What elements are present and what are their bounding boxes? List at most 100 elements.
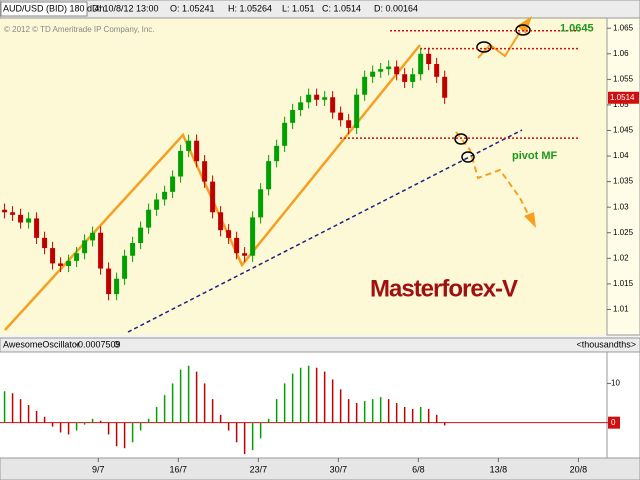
candle-body [90,232,96,241]
candle-body [106,268,112,295]
candle-body [298,102,304,111]
candle-body [186,140,192,151]
candle-body [442,76,448,98]
candle-body [258,189,264,218]
candle-body [242,253,248,256]
arrow-down [455,131,531,219]
annotation: pivot MF [512,150,557,162]
y-tick-label: 1.065 [613,23,634,32]
marker [515,24,531,36]
candle-body [138,227,144,243]
candle-body [346,120,352,128]
candle-body [2,209,8,213]
candle-body [418,53,424,75]
candle-body [266,161,272,190]
candle-body [58,263,64,266]
candle-body [66,260,72,266]
candle-body [290,110,296,123]
candle-body [218,212,224,231]
candle-body [114,278,120,295]
y-tick-label: 0 [611,418,616,427]
marker [461,151,475,163]
time-axis [0,457,640,480]
delta: D: 0.00164 [374,3,418,13]
arrow-head [524,212,536,228]
x-tick-label: 13/8 [490,464,508,474]
candle-body [282,122,288,146]
candle-body [314,94,320,100]
candle-body [410,74,416,82]
symbol: AUD/USD (BID) 180 d 4h [3,3,105,13]
candle-body [122,255,128,279]
candle-body [386,66,392,70]
y-tick-label: 1.06 [613,49,629,58]
candle-body [402,74,408,82]
candle-body [202,161,208,182]
candle-body [162,191,168,200]
osc-current: -0.0007509 [75,339,121,349]
x-tick-label: 16/7 [170,464,188,474]
low: L: 1.051 [282,3,315,13]
header-cell [0,1,88,17]
candle-body [322,97,328,100]
candle-body [26,218,32,223]
y-tick-label: 1.04 [613,151,629,160]
candle-body [274,145,280,162]
candle-body [362,76,368,95]
candle-body [370,71,376,77]
candle-body [330,97,336,113]
high: H: 1.05264 [228,3,272,13]
candle-body [194,140,200,162]
candle-body [82,240,88,254]
candle-body [306,94,312,103]
x-tick-label: 20/8 [570,464,588,474]
candle-body [50,248,56,264]
candle-body [130,242,136,256]
header-bar [0,0,640,19]
support-line [127,129,523,333]
header: AUD/USD (BID) 180 d 4h D: 10/8/12 13:00 … [0,1,418,34]
x-tick-label: 6/8 [412,464,425,474]
candle-body [234,237,240,254]
y-tick-label: 1.035 [613,177,634,186]
price-axis [606,17,640,336]
x-tick-label: 30/7 [330,464,348,474]
level-label: 1.0645 [560,23,594,35]
x-tick-label: 23/7 [250,464,268,474]
x-tick-label: 9/7 [92,464,105,474]
candle-body [74,253,80,261]
candle-body [170,176,176,192]
osc-plot [0,352,607,458]
close: C: 1.0514 [322,3,361,13]
y-tick-label: 1.015 [613,279,634,288]
y-tick-label: 1.03 [613,202,629,211]
price-flag-label: 1.0514 [610,93,635,102]
y-tick-label: 10 [611,379,620,388]
candle-body [34,218,40,238]
candle-body [226,230,232,238]
candle-body [146,209,152,228]
osc-title: AwesomeOscillator [3,339,80,349]
candle-body [354,94,360,128]
candle-body [98,232,104,269]
zero-flag [608,416,620,429]
candle-body [394,66,400,75]
y-tick-label: 1.05 [613,100,629,109]
osc-axis [606,351,640,459]
osc-unit: <thousandths> [576,339,636,349]
y-tick-label: 1.045 [613,126,634,135]
candle-body [154,199,160,210]
marker [476,41,492,53]
y-tick-label: 1.055 [613,74,634,83]
candle-body [18,214,24,223]
candle-body [426,53,432,65]
candle-body [42,237,48,249]
candle-body [434,64,440,77]
osc-header [0,337,640,353]
watermark: Masterforex-V [370,275,518,302]
candle-body [250,217,256,256]
candle-body [10,212,16,215]
y-tick-label: 1.02 [613,253,629,262]
y-tick-label: 1.025 [613,228,634,237]
